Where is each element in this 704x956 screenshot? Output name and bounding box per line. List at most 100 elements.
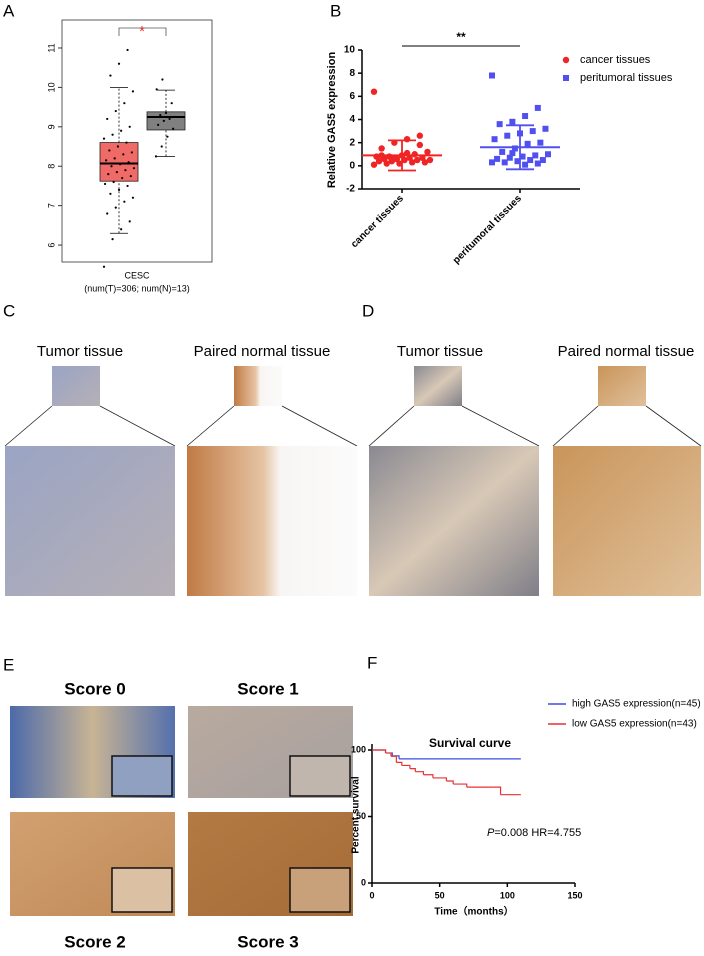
data-point bbox=[522, 113, 529, 120]
data-point bbox=[109, 74, 112, 77]
data-point bbox=[396, 160, 403, 167]
data-point bbox=[132, 167, 136, 170]
data-point bbox=[114, 109, 117, 113]
data-point bbox=[168, 117, 171, 121]
data-point bbox=[116, 145, 120, 148]
x-sublabel: (num(T)=306; num(N)=13) bbox=[84, 283, 190, 293]
survival-step bbox=[446, 780, 454, 785]
data-point bbox=[166, 135, 169, 138]
data-point bbox=[421, 159, 429, 166]
sig-star: * bbox=[139, 23, 145, 40]
data-point bbox=[157, 123, 160, 126]
tissue-image bbox=[369, 446, 539, 596]
data-point bbox=[131, 196, 135, 199]
data-point bbox=[114, 206, 117, 209]
data-point bbox=[113, 157, 116, 160]
data-point bbox=[506, 154, 513, 161]
data-point bbox=[416, 132, 424, 139]
data-point bbox=[172, 127, 175, 130]
data-point bbox=[124, 169, 127, 172]
data-point bbox=[542, 125, 549, 132]
data-point bbox=[118, 163, 122, 166]
y-tick-label: 10 bbox=[344, 45, 356, 56]
y-tick-label: 6 bbox=[349, 91, 355, 102]
y-tick-label: 10 bbox=[46, 82, 56, 92]
survival-step bbox=[401, 764, 411, 769]
y-tick-label: 8 bbox=[349, 68, 355, 79]
data-point bbox=[155, 88, 158, 91]
data-point bbox=[115, 171, 118, 174]
tissue-title: Tumor tissue bbox=[37, 343, 123, 360]
survival-step bbox=[493, 786, 502, 795]
data-point bbox=[122, 153, 125, 156]
data-point bbox=[108, 149, 111, 152]
data-point bbox=[511, 145, 518, 152]
x-tick-label: 100 bbox=[500, 890, 515, 900]
data-point bbox=[123, 102, 126, 105]
data-point bbox=[509, 118, 516, 125]
survival-step bbox=[372, 749, 387, 754]
sig-bracket bbox=[118, 27, 167, 36]
data-point bbox=[401, 156, 408, 164]
data-point bbox=[120, 228, 123, 231]
survival-step bbox=[432, 777, 448, 781]
data-point bbox=[491, 136, 498, 143]
legend-label: high GAS5 expression(n=45) bbox=[572, 699, 701, 710]
survival-step bbox=[390, 755, 397, 763]
legend-label: low GAS5 expression(n=43) bbox=[572, 719, 697, 730]
data-point bbox=[129, 174, 132, 178]
y-tick-label: 100 bbox=[351, 744, 366, 754]
data-point bbox=[106, 212, 109, 215]
data-point bbox=[174, 115, 177, 119]
inset bbox=[111, 755, 173, 797]
data-point bbox=[519, 153, 526, 160]
data-point bbox=[514, 158, 521, 165]
data-point bbox=[383, 160, 390, 167]
data-point bbox=[527, 157, 534, 164]
y-tick-label: 2 bbox=[349, 137, 355, 148]
inset bbox=[111, 867, 173, 913]
data-point bbox=[161, 78, 164, 81]
x-label: Time（months） bbox=[434, 905, 513, 918]
data-point bbox=[106, 117, 109, 121]
data-point bbox=[499, 148, 506, 155]
data-point bbox=[529, 128, 536, 135]
y-tick-label: 6 bbox=[46, 243, 56, 248]
tissue-image bbox=[553, 446, 701, 596]
zoom-line bbox=[368, 405, 415, 447]
legend-marker bbox=[562, 56, 570, 64]
y-label: Percent survival bbox=[351, 776, 362, 853]
zoom-line bbox=[99, 405, 176, 447]
data-point bbox=[154, 155, 158, 158]
thumbnail bbox=[598, 366, 646, 406]
data-point bbox=[120, 129, 123, 132]
data-point bbox=[128, 220, 131, 223]
data-point bbox=[501, 159, 508, 166]
annotation-text: =0.008 HR=4.755 bbox=[494, 827, 581, 839]
data-point bbox=[545, 151, 551, 158]
data-point bbox=[504, 132, 511, 139]
x-tick-label: 50 bbox=[435, 890, 445, 900]
y-tick-label: 0 bbox=[361, 877, 366, 887]
zoom-line bbox=[281, 405, 358, 447]
data-point bbox=[123, 200, 126, 203]
data-point bbox=[489, 159, 495, 166]
data-point bbox=[125, 141, 128, 144]
data-point bbox=[131, 90, 135, 93]
data-point bbox=[103, 182, 107, 186]
zoom-line bbox=[461, 405, 540, 447]
data-point bbox=[128, 125, 131, 128]
data-point bbox=[534, 160, 541, 167]
inset bbox=[289, 867, 351, 913]
thumbnail bbox=[414, 366, 462, 406]
data-point bbox=[112, 180, 115, 184]
panel-label: D bbox=[362, 301, 374, 320]
x-label: CESC bbox=[124, 270, 150, 280]
annotation-italic: P bbox=[487, 827, 495, 839]
data-point bbox=[408, 159, 416, 166]
chart-title: Survival curve bbox=[429, 736, 511, 750]
data-point bbox=[159, 113, 162, 117]
thumbnail bbox=[52, 366, 100, 406]
score-title: Score 1 bbox=[237, 679, 298, 698]
score-title: Score 3 bbox=[237, 932, 298, 951]
